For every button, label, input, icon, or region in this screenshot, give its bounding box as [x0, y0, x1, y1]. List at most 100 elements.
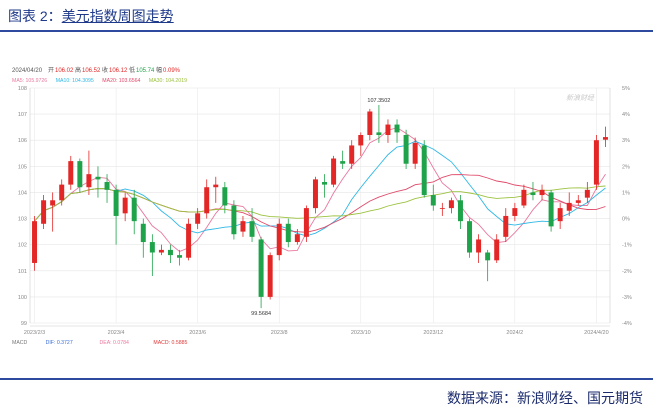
info-open-label: 开 [48, 67, 54, 74]
candle-body [584, 189, 590, 198]
macd-legend: MACD DIF: 0.3727 DEA: 0.0784 MACD: 0.5885 [12, 340, 188, 346]
candle-body [367, 111, 373, 135]
candle-body [476, 239, 482, 253]
y2-tick-label: 0% [622, 217, 630, 223]
y-tick-label: 106 [18, 138, 27, 144]
ma-line [34, 127, 606, 253]
ma-legend-item: MA30: 104.2019 [149, 78, 187, 84]
extreme-label: 107.3502 [367, 98, 390, 104]
candle-body [222, 187, 228, 206]
candle-body [50, 200, 56, 206]
y2-tick-label: 5% [622, 86, 630, 92]
macd-legend-item: DEA: 0.0784 [100, 340, 130, 346]
y-tick-label: 104 [18, 190, 27, 196]
y-tick-label: 105 [18, 164, 27, 170]
y-tick-label: 101 [18, 269, 27, 275]
candle-body [249, 221, 255, 237]
info-low: 105.74 [136, 68, 155, 74]
info-close: 106.12 [109, 68, 128, 74]
candle-body [267, 255, 273, 297]
candle-body [439, 208, 445, 209]
macd-legend-item: MACD [12, 340, 28, 346]
candle-body [122, 197, 128, 214]
candle-body [312, 179, 318, 209]
ma-legend-item: MA10: 104.3095 [56, 78, 94, 84]
info-open: 106.02 [55, 68, 74, 74]
candle-body [158, 249, 164, 253]
candle-body [186, 223, 192, 258]
candle-body [195, 213, 201, 224]
figure-title-text: 美元指数周图走势 [61, 8, 174, 24]
ma-legend-item: MA5: 105.9726 [12, 78, 47, 84]
candle-body [467, 221, 473, 253]
ma-line [34, 174, 606, 233]
y2-axis-percent: -4% -3% -2% -1% 0% 1% 2% 3% 4% 5% [622, 86, 632, 327]
candle-body [322, 182, 328, 185]
candle-body [140, 223, 146, 243]
x-tick-label: 2023/2/3 [24, 330, 45, 336]
info-close-label: 收 [102, 66, 108, 74]
moving-average-lines [34, 127, 606, 253]
info-date: 2024/04/20 [12, 68, 43, 74]
candle-body [593, 140, 599, 185]
candle-body [41, 200, 47, 224]
candle-body [331, 158, 337, 185]
candle-body [104, 182, 110, 190]
candle-body [68, 161, 74, 185]
y-tick-label: 108 [18, 86, 27, 92]
x-tick-label: 2023/12 [423, 330, 443, 336]
top-rule [0, 30, 653, 32]
figure-title: 图表 2：美元指数周图走势 [8, 6, 174, 26]
candle-body [557, 208, 563, 222]
candles [32, 104, 608, 309]
y2-tick-label: -1% [622, 243, 632, 249]
watermark: 新浪财经 [566, 94, 595, 102]
candle-body [113, 189, 119, 216]
candle-body [485, 252, 491, 261]
candle-body [430, 195, 436, 206]
candle-body [403, 135, 409, 164]
candle-body [494, 239, 500, 261]
annotations: 107.3502 99.5684 [251, 98, 390, 317]
candle-body [240, 221, 246, 232]
candle-body [340, 161, 346, 164]
candle-body [77, 161, 83, 188]
x-tick-label: 2024/4/20 [584, 330, 608, 336]
info-high-label: 高 [75, 66, 81, 74]
y2-tick-label: 2% [622, 164, 630, 170]
candle-body [149, 242, 155, 253]
x-tick-label: 2024/2 [506, 330, 523, 336]
candle-body [285, 223, 291, 243]
candle-body [512, 208, 518, 216]
ma-line [34, 185, 606, 222]
candle-body [167, 249, 173, 256]
candle-body [521, 189, 527, 206]
candle-body [358, 135, 364, 146]
candle-body [131, 197, 137, 222]
candle-body [421, 145, 427, 196]
candle-body [258, 239, 264, 297]
candle-body [448, 200, 454, 209]
x-tick-label: 2023/10 [351, 330, 371, 336]
candle-body [539, 189, 545, 196]
candle-body [59, 184, 65, 201]
info-chg-label: 幅 [156, 66, 162, 74]
macd-legend-item: DIF: 0.3727 [46, 340, 73, 346]
source-note: 数据来源：新浪财经、国元期货 [447, 390, 643, 406]
candlestick-chart: 2024/04/20 开 106.02 高 106.52 收 106.12 低 … [12, 66, 632, 346]
y-tick-label: 99 [21, 321, 27, 327]
candle-body [231, 205, 237, 235]
ma-legend: MA5: 105.9726 MA10: 104.3095 MA20: 103.656… [12, 78, 187, 84]
candle-body [177, 255, 183, 258]
figure-caption: 图表 2：美元指数周图走势 [0, 0, 653, 30]
candle-body [204, 187, 210, 214]
y2-tick-label: 3% [622, 138, 630, 144]
figure-label: 图表 2： [8, 8, 62, 24]
candle-body [32, 221, 38, 263]
candle-body [95, 176, 101, 180]
candle-body [385, 124, 391, 135]
candle-body [548, 192, 554, 227]
candle-body [349, 145, 355, 164]
candle-body [602, 137, 608, 140]
y-tick-label: 102 [18, 243, 27, 249]
